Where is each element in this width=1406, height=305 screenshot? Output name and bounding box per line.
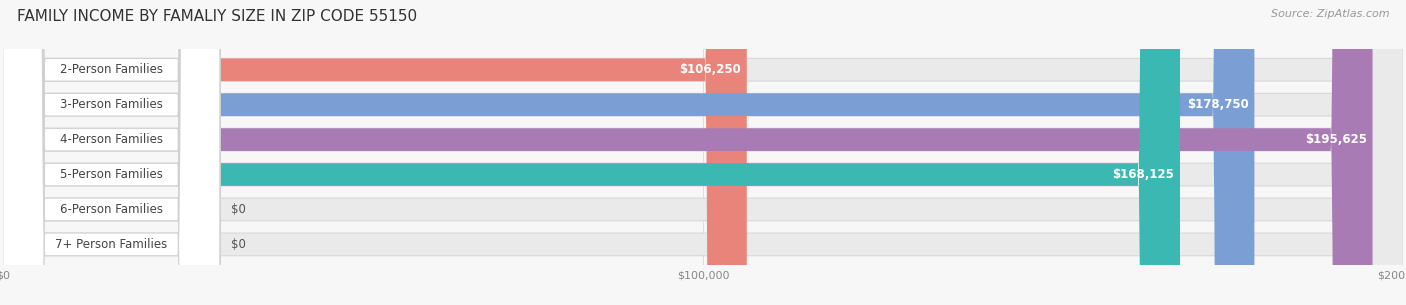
Text: 6-Person Families: 6-Person Families bbox=[60, 203, 163, 216]
Text: Source: ZipAtlas.com: Source: ZipAtlas.com bbox=[1271, 9, 1389, 19]
FancyBboxPatch shape bbox=[3, 0, 1403, 305]
FancyBboxPatch shape bbox=[3, 0, 1254, 305]
Text: 2-Person Families: 2-Person Families bbox=[60, 63, 163, 76]
FancyBboxPatch shape bbox=[3, 0, 1403, 305]
FancyBboxPatch shape bbox=[3, 0, 1403, 305]
Text: 5-Person Families: 5-Person Families bbox=[60, 168, 163, 181]
FancyBboxPatch shape bbox=[3, 0, 219, 305]
Text: 7+ Person Families: 7+ Person Families bbox=[55, 238, 167, 251]
Text: $0: $0 bbox=[231, 238, 246, 251]
Text: 4-Person Families: 4-Person Families bbox=[60, 133, 163, 146]
FancyBboxPatch shape bbox=[3, 0, 219, 305]
FancyBboxPatch shape bbox=[3, 0, 1403, 305]
Text: $178,750: $178,750 bbox=[1187, 98, 1249, 111]
Text: $0: $0 bbox=[231, 203, 246, 216]
Text: $168,125: $168,125 bbox=[1112, 168, 1174, 181]
Text: $106,250: $106,250 bbox=[679, 63, 741, 76]
Text: 3-Person Families: 3-Person Families bbox=[60, 98, 163, 111]
FancyBboxPatch shape bbox=[3, 0, 1180, 305]
FancyBboxPatch shape bbox=[3, 0, 747, 305]
FancyBboxPatch shape bbox=[3, 0, 1372, 305]
FancyBboxPatch shape bbox=[3, 0, 1403, 305]
FancyBboxPatch shape bbox=[3, 0, 219, 305]
Text: $195,625: $195,625 bbox=[1305, 133, 1367, 146]
Text: FAMILY INCOME BY FAMALIY SIZE IN ZIP CODE 55150: FAMILY INCOME BY FAMALIY SIZE IN ZIP COD… bbox=[17, 9, 418, 24]
FancyBboxPatch shape bbox=[3, 0, 219, 305]
FancyBboxPatch shape bbox=[3, 0, 219, 305]
FancyBboxPatch shape bbox=[3, 0, 1403, 305]
FancyBboxPatch shape bbox=[3, 0, 219, 305]
